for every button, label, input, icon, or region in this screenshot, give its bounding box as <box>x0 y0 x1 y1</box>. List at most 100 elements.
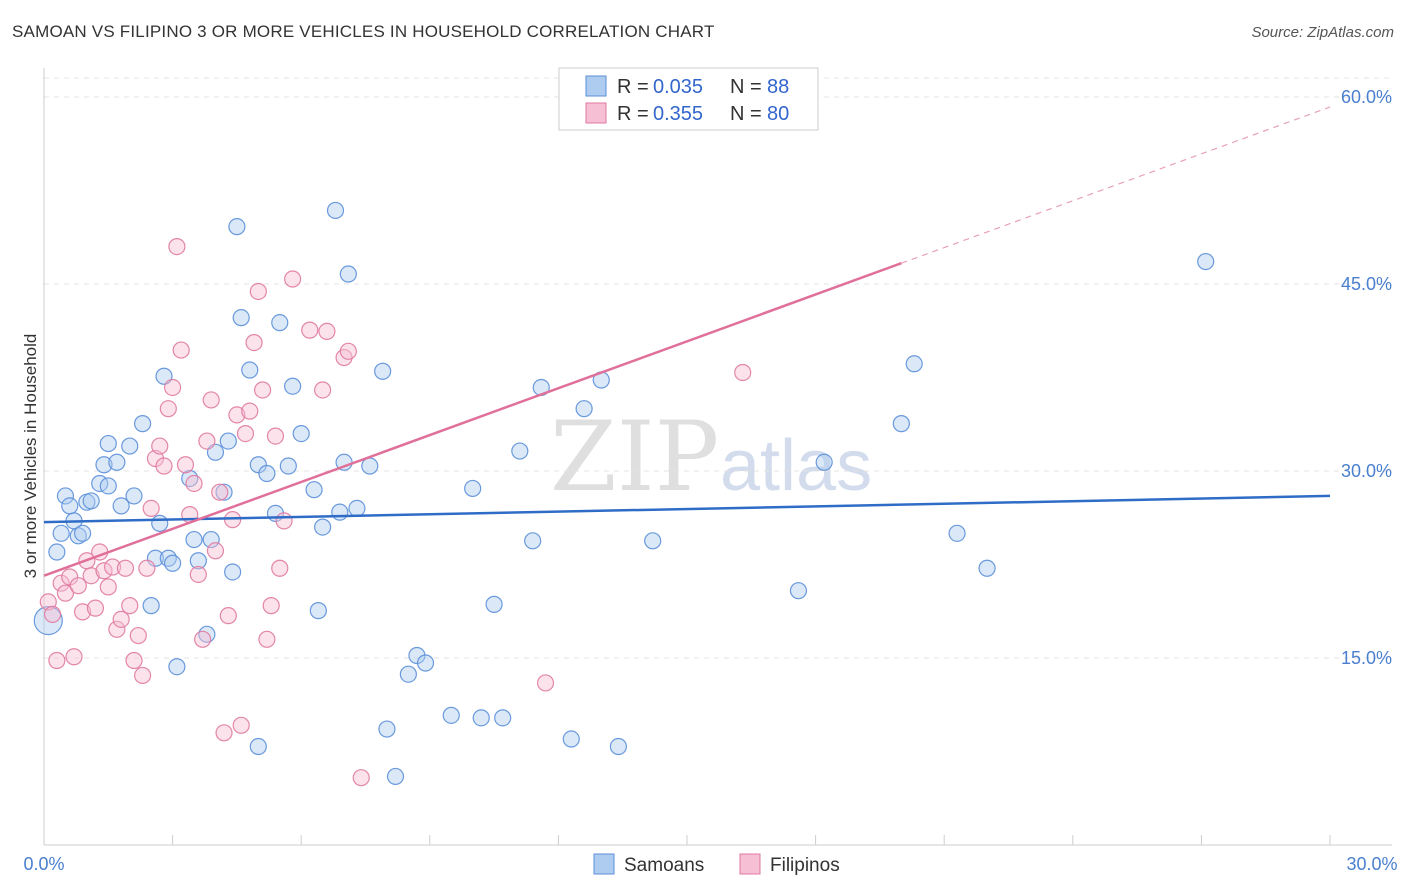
samoans-point <box>189 552 207 570</box>
filipinos-point <box>151 437 169 455</box>
samoans-point <box>644 532 662 550</box>
filipinos-point <box>734 363 752 382</box>
samoans-point <box>892 415 910 433</box>
samoans-point <box>361 457 379 475</box>
samoans-point <box>905 355 923 373</box>
samoans-point <box>284 377 302 395</box>
samoans-point <box>99 434 117 453</box>
filipinos-point <box>228 406 246 424</box>
filipinos-point <box>262 597 280 615</box>
filipinos-point <box>86 599 105 617</box>
samoans-point <box>331 503 349 521</box>
filipinos-point <box>164 378 182 397</box>
samoans-point <box>219 432 237 450</box>
legend-n-value-filipinos: 80 <box>767 103 789 125</box>
filipinos-point <box>121 597 139 615</box>
legend-r-label-samoans: R = <box>617 76 649 98</box>
filipinos-point <box>219 607 237 625</box>
legend-r-label-filipinos: R = <box>617 103 649 125</box>
samoans-point <box>305 481 323 499</box>
samoans-point <box>399 665 417 683</box>
filipinos-point <box>43 605 62 623</box>
samoans-point <box>82 492 100 510</box>
samoans-point <box>133 415 152 433</box>
samoans-point <box>948 524 966 542</box>
samoans-point <box>95 456 113 474</box>
bottom-legend-swatch-filipinos <box>739 853 761 875</box>
samoans-point <box>202 530 220 549</box>
samoans-point <box>309 602 327 620</box>
samoans-point <box>314 518 332 536</box>
samoans-point <box>241 361 259 379</box>
samoans-point <box>215 483 233 501</box>
legend-swatch-samoans <box>585 75 607 97</box>
bottom-legend-swatch-samoans <box>593 853 615 875</box>
samoans-point <box>442 706 460 724</box>
x-tick-label-right: 30.0% <box>1346 854 1397 874</box>
samoans-point <box>125 487 143 505</box>
watermark-atlas: atlas <box>720 426 872 506</box>
filipinos-point <box>155 457 173 475</box>
x-tick-label-left: 0.0% <box>23 854 64 874</box>
axes <box>43 68 1392 846</box>
series-legend: Samoans Filipinos <box>593 853 840 876</box>
filipinos-point <box>56 584 75 602</box>
legend-r-value-samoans: 0.035 <box>653 76 703 98</box>
filipinos-point <box>112 610 130 628</box>
samoans-point <box>292 425 310 443</box>
samoans-point <box>61 497 79 515</box>
y-tick-label-45: 45.0% <box>1341 274 1392 294</box>
filipinos-point <box>108 620 126 638</box>
samoans-point <box>56 487 75 505</box>
legend-r-value-filipinos: 0.355 <box>653 103 703 125</box>
filipinos-point <box>116 559 135 577</box>
legend-n-label-samoans: N = <box>730 76 762 98</box>
samoans-point <box>99 477 117 495</box>
samoans-point <box>279 457 297 475</box>
samoans-point <box>142 597 160 615</box>
samoans-point <box>1197 252 1215 271</box>
filipinos-point <box>138 559 156 577</box>
samoans-point <box>524 532 542 550</box>
filipinos-point <box>271 559 289 577</box>
filipinos-point <box>133 666 152 685</box>
samoans-point <box>249 737 267 756</box>
legend-n-value-samoans: 88 <box>767 76 789 98</box>
filipinos-point <box>172 341 190 359</box>
filipinos-point <box>176 456 195 474</box>
filipinos-point <box>211 483 229 501</box>
filipinos-point <box>69 577 87 595</box>
filipinos-point <box>103 558 122 576</box>
watermark: ZIP atlas <box>550 401 872 513</box>
watermark-zip: ZIP <box>550 401 719 513</box>
chart-title: SAMOAN VS FILIPINO 3 OR MORE VEHICLES IN… <box>12 22 715 41</box>
y-tick-label-15: 15.0% <box>1341 648 1392 668</box>
filipinos-point <box>339 342 357 360</box>
filipinos-point <box>142 499 160 517</box>
filipinos-point <box>159 400 177 418</box>
y-tick-label-60: 60.0% <box>1341 87 1392 107</box>
samoans-point <box>151 514 169 532</box>
samoans-point <box>789 582 808 600</box>
filipinos-point <box>95 562 113 580</box>
y-tick-label-30: 30.0% <box>1341 461 1392 481</box>
filipinos-point <box>241 402 259 420</box>
filipinos-point <box>352 769 370 787</box>
samoans-point <box>472 709 490 727</box>
x-ticks <box>43 835 1331 845</box>
samoans-point <box>224 563 242 581</box>
samoans-point <box>609 737 628 756</box>
samoans-point <box>978 559 996 577</box>
samoans-point <box>168 658 186 676</box>
samoans-point <box>416 654 435 672</box>
filipinos-point <box>258 630 276 648</box>
series-filipinos <box>39 238 752 787</box>
trend-lines <box>43 106 1331 577</box>
filipinos-point <box>206 542 225 560</box>
data-points <box>33 201 1215 787</box>
samoans-point <box>112 497 130 515</box>
filipinos-point <box>275 512 293 530</box>
samoans-point <box>386 767 405 786</box>
filipinos-point <box>202 391 220 409</box>
